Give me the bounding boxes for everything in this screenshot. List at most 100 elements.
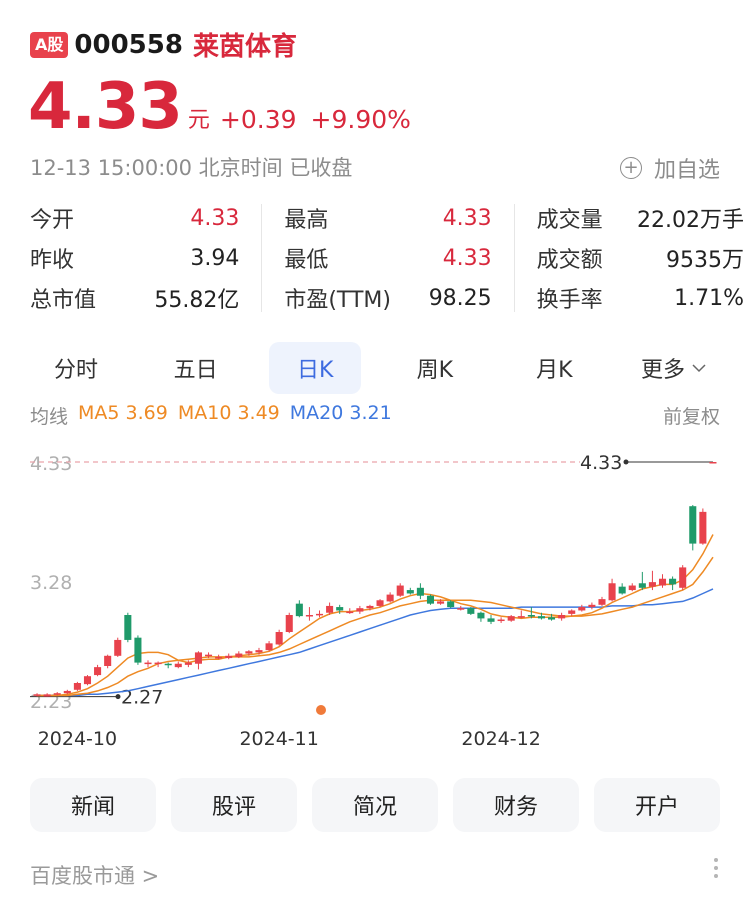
open-account-button[interactable]: 开户 bbox=[594, 778, 720, 832]
stat-label: 成交额 bbox=[536, 248, 603, 273]
candle-body bbox=[194, 652, 202, 664]
candle-body bbox=[205, 654, 213, 657]
stat-label: 市盈(TTM) bbox=[284, 288, 391, 313]
stat-prev-close: 昨收 3.94 bbox=[30, 238, 239, 278]
tab-weekly-k[interactable]: 周K bbox=[416, 358, 453, 383]
stat-value: 55.82亿 bbox=[154, 288, 240, 313]
candle-body bbox=[548, 617, 556, 620]
news-button[interactable]: 新闻 bbox=[30, 778, 156, 832]
tab-intraday[interactable]: 分时 bbox=[53, 358, 98, 383]
high-marker-dot bbox=[623, 459, 629, 465]
candle-body bbox=[416, 587, 424, 596]
candle-body bbox=[669, 578, 677, 585]
y-tick-label: 4.33 bbox=[30, 453, 72, 475]
candle-body bbox=[628, 585, 636, 591]
candle-body bbox=[164, 663, 172, 666]
candle-body bbox=[43, 694, 51, 697]
stat-label: 成交量 bbox=[536, 208, 603, 233]
candle-body bbox=[315, 613, 324, 616]
footer-link[interactable]: 百度股市通 > bbox=[30, 864, 160, 888]
tab-more[interactable]: 更多 bbox=[628, 342, 720, 394]
candle-body bbox=[386, 594, 394, 602]
candle-body bbox=[376, 600, 384, 606]
candle-body bbox=[426, 595, 435, 604]
tab-more-label: 更多 bbox=[640, 358, 685, 383]
stat-value: 4.33 bbox=[442, 205, 492, 231]
profile-button[interactable]: 简况 bbox=[312, 778, 438, 832]
candle-body bbox=[537, 616, 545, 619]
candle-body bbox=[699, 511, 707, 544]
bottom-buttons: 新闻 股评 简况 财务 开户 bbox=[30, 778, 720, 832]
candle-body bbox=[305, 615, 313, 617]
stat-value: 4.33 bbox=[190, 205, 240, 231]
candle-body bbox=[144, 662, 152, 665]
ma-legend-label: 均线 bbox=[30, 406, 69, 428]
tab-daily-k[interactable]: 日K bbox=[269, 342, 362, 394]
candle-body bbox=[467, 608, 475, 614]
candle-body bbox=[447, 601, 455, 608]
x-tick-label: 2024-11 bbox=[239, 728, 318, 750]
candle-body bbox=[255, 650, 263, 653]
stat-open: 今开 4.33 bbox=[30, 198, 239, 238]
stat-value: 9535万 bbox=[666, 248, 745, 273]
candle-body bbox=[527, 615, 535, 617]
candle-body bbox=[285, 615, 293, 632]
stats-column-1: 今开 4.33 昨收 3.94 总市值 55.82亿 bbox=[30, 198, 239, 318]
comments-button[interactable]: 股评 bbox=[171, 778, 297, 832]
candle-body bbox=[134, 637, 142, 663]
stat-value: 98.25 bbox=[428, 285, 492, 311]
candle-body bbox=[406, 590, 414, 594]
stat-market-cap: 总市值 55.82亿 bbox=[30, 278, 239, 318]
candle-body bbox=[104, 655, 112, 666]
stat-high: 最高 4.33 bbox=[284, 198, 491, 238]
candle-body bbox=[114, 639, 122, 656]
candle-body bbox=[184, 662, 192, 665]
ma5-line bbox=[37, 534, 714, 697]
divider bbox=[261, 204, 263, 312]
candle-body bbox=[679, 567, 687, 588]
candle-body bbox=[336, 607, 344, 611]
more-dots-icon[interactable] bbox=[714, 858, 720, 878]
candle-body bbox=[366, 605, 374, 609]
ma10-value: MA10 3.49 bbox=[177, 402, 280, 424]
candle-body bbox=[457, 608, 465, 610]
candle-body bbox=[658, 578, 667, 586]
x-tick-label: 2024-12 bbox=[461, 728, 540, 750]
stat-label: 最高 bbox=[284, 208, 329, 233]
ma20-value: MA20 3.21 bbox=[289, 402, 392, 424]
candle-body bbox=[53, 693, 61, 695]
candle-body bbox=[477, 612, 485, 619]
stat-label: 昨收 bbox=[30, 248, 75, 273]
price-adjust-toggle[interactable]: 前复权 bbox=[662, 406, 720, 428]
price-row: 4.33 元 +0.39 +9.90% bbox=[28, 74, 425, 140]
stat-turnover-rate: 换手率 1.71% bbox=[537, 278, 744, 318]
trade-time-status: 12-13 15:00:00 北京时间 已收盘 bbox=[30, 156, 353, 180]
candle-body bbox=[346, 611, 354, 614]
candle-body bbox=[225, 655, 233, 659]
candle-body bbox=[497, 619, 505, 622]
ma20-line bbox=[37, 588, 714, 697]
finance-button[interactable]: 财务 bbox=[453, 778, 579, 832]
stat-turnover-amount: 成交额 9535万 bbox=[537, 238, 744, 278]
candle-body bbox=[94, 667, 102, 676]
candle-body bbox=[275, 632, 283, 645]
candle-body bbox=[295, 603, 303, 617]
stat-volume: 成交量 22.02万手 bbox=[537, 198, 744, 238]
candle-body bbox=[558, 615, 566, 619]
price-unit: 元 bbox=[187, 108, 210, 133]
chevron-down-icon bbox=[692, 364, 706, 373]
y-tick-label: 3.28 bbox=[30, 572, 72, 594]
candle-body bbox=[326, 605, 334, 613]
candle-body bbox=[507, 616, 515, 621]
candle-body bbox=[265, 643, 273, 651]
stat-label: 总市值 bbox=[30, 288, 97, 313]
tab-monthly-k[interactable]: 月K bbox=[536, 358, 573, 383]
stats-column-3: 成交量 22.02万手 成交额 9535万 换手率 1.71% bbox=[537, 198, 744, 318]
candle-body bbox=[245, 651, 253, 654]
add-watchlist-button[interactable]: + 加自选 bbox=[619, 152, 720, 184]
stock-header: A股 000558 莱茵体育 bbox=[30, 26, 297, 63]
candle-body bbox=[33, 694, 41, 696]
stat-value: 1.71% bbox=[674, 285, 745, 311]
tab-five-day[interactable]: 五日 bbox=[173, 358, 218, 383]
